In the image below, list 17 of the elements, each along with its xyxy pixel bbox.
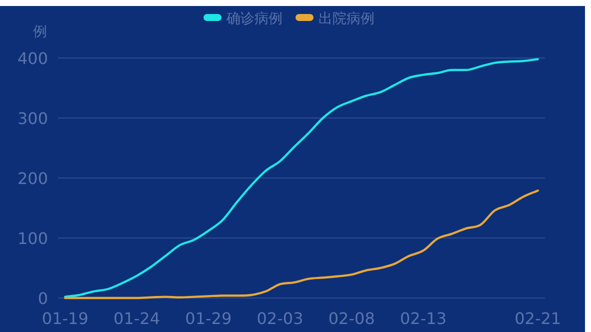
legend-label: 出院病例 — [318, 11, 374, 27]
y-tick-label: 100 — [17, 229, 48, 248]
x-tick-label: 02-13 — [400, 309, 446, 328]
y-axis-title: 例 — [33, 24, 47, 40]
x-tick-label: 02-08 — [328, 309, 375, 328]
y-tick-label: 300 — [17, 109, 48, 128]
x-tick-label: 01-24 — [114, 309, 160, 328]
line-series — [64, 190, 539, 300]
y-tick-label: 0 — [38, 289, 48, 308]
x-tick-label: 01-29 — [185, 309, 232, 328]
x-tick-label: 02-21 — [514, 309, 562, 328]
line-series — [64, 58, 539, 298]
y-tick-label: 400 — [17, 49, 48, 68]
legend-label: 确诊病例 — [226, 11, 282, 27]
x-tick-label: 02-03 — [256, 309, 304, 328]
x-tick-label: 01-19 — [42, 309, 88, 328]
y-tick-label: 200 — [17, 169, 48, 188]
